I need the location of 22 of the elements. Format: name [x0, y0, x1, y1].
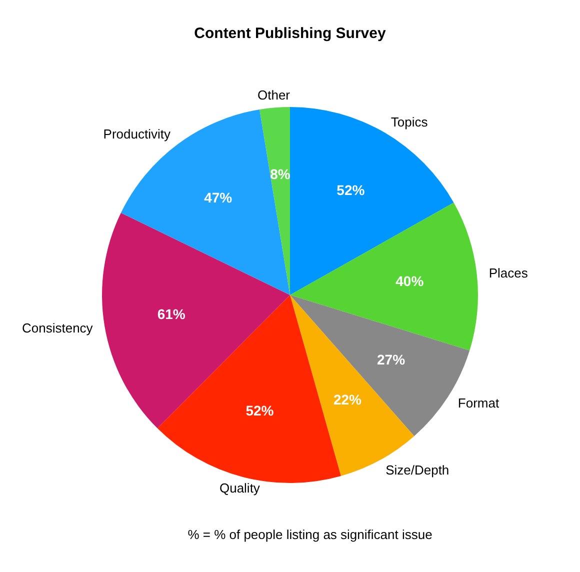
pie-slice [102, 212, 290, 428]
chart-title: Content Publishing Survey [194, 25, 386, 42]
slice-label: Format [458, 396, 500, 411]
data-label: 8% [270, 166, 291, 182]
slice-label: Consistency [22, 320, 94, 336]
data-label: 40% [396, 273, 424, 290]
text: % = % of people listing as significant issue [188, 527, 432, 542]
data-label: 52% [336, 182, 366, 198]
slice-label: Size/Depth [386, 462, 450, 478]
data-label: 47% [204, 190, 233, 206]
pie-slice [290, 202, 478, 351]
data-label: 52% [246, 402, 274, 418]
pie-slice [290, 107, 454, 295]
slice-label: Productivity [103, 126, 171, 142]
data-label: 61% [157, 306, 186, 322]
slice-label: Topics [390, 114, 428, 130]
data-label: 27% [376, 351, 406, 368]
slice-label: Other [257, 88, 291, 103]
pie-slice [260, 107, 290, 295]
data-label: 22% [333, 392, 362, 408]
slice-label: Places [488, 266, 528, 281]
slice-label: Quality [219, 480, 260, 496]
